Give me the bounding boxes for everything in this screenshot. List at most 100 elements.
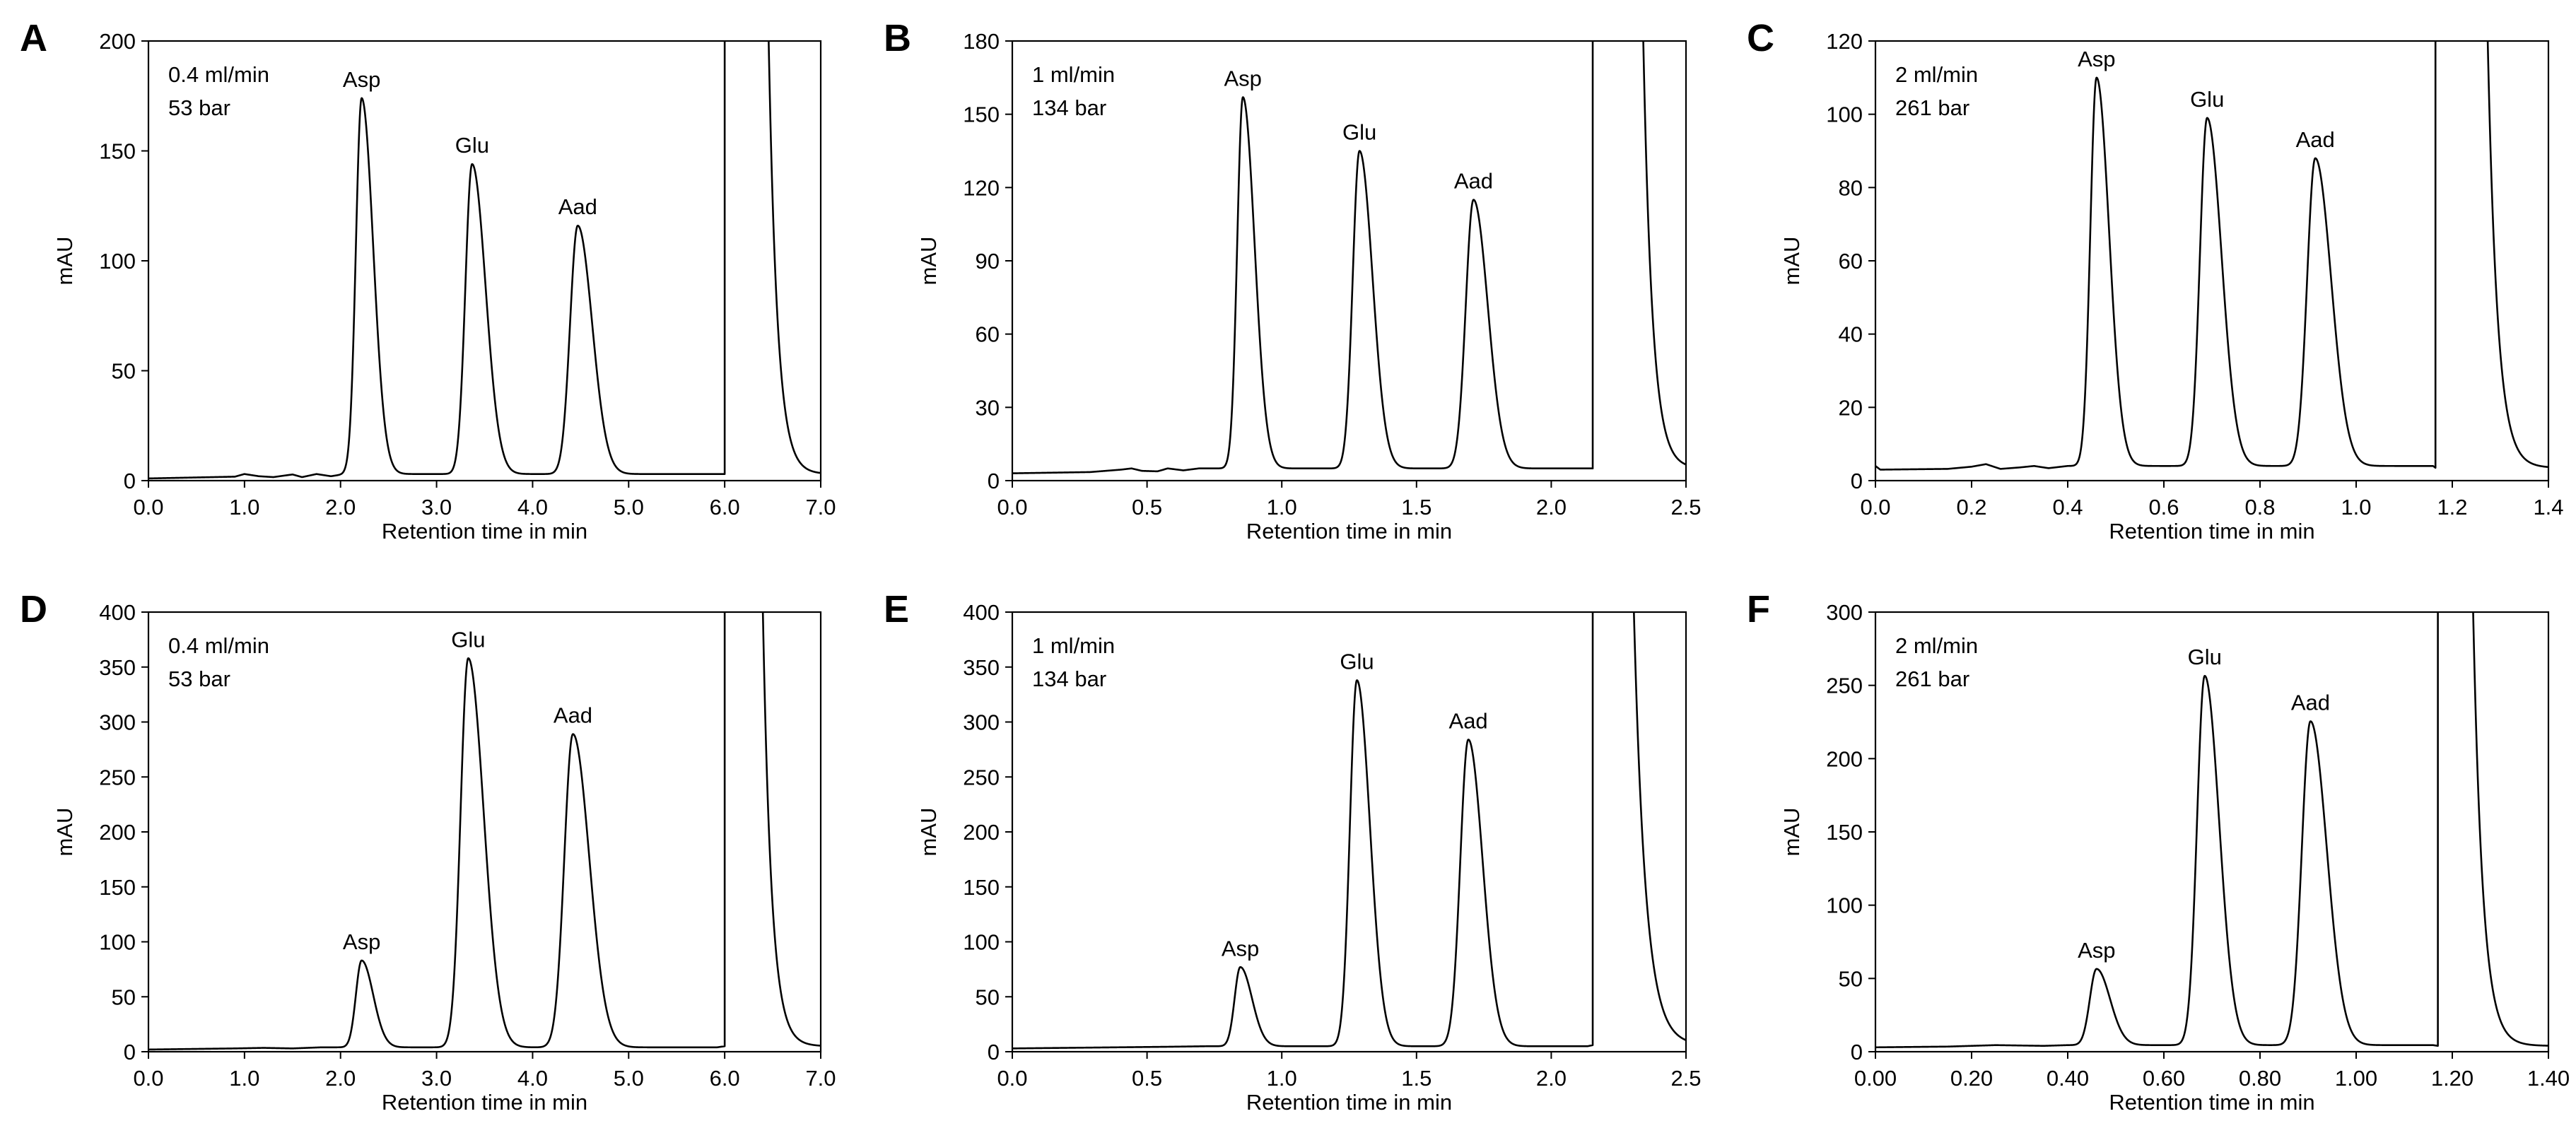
y-axis-title: mAU: [916, 808, 941, 857]
panel-letter: B: [884, 17, 911, 59]
x-tick-label: 0.0: [133, 495, 163, 519]
x-tick-label: 0.2: [1956, 495, 1986, 519]
peak-label-glu: Glu: [2190, 87, 2224, 112]
y-tick-label: 100: [99, 930, 136, 955]
chart-panel-b: B 0.0 0.5 1.0 1.5 2.0 2.5 0 30 60 90 120 150 180 Reten…: [884, 17, 1702, 544]
y-tick-label: 300: [1826, 600, 1863, 625]
y-tick-label: 120: [1826, 29, 1863, 54]
x-tick-label: 2.0: [1536, 1066, 1567, 1091]
flow-rate-label: 1 ml/min: [1032, 62, 1115, 87]
x-tick-label: 0.5: [1132, 495, 1162, 519]
x-tick-label: 0.00: [1854, 1066, 1897, 1091]
peak-label-aad: Aad: [2296, 127, 2335, 152]
panel-letter: E: [884, 588, 909, 630]
peak-label-glu: Glu: [1342, 120, 1376, 145]
x-tick-label: 1.2: [2437, 495, 2467, 519]
y-tick-label: 0: [1851, 1040, 1863, 1064]
y-tick-label: 100: [1826, 102, 1863, 127]
pressure-label: 134 bar: [1032, 95, 1106, 120]
x-tick-label: 0.5: [1132, 1066, 1162, 1091]
y-tick-label: 0: [988, 469, 1000, 493]
x-axis-title: Retention time in min: [382, 1090, 587, 1115]
y-tick-label: 80: [1839, 175, 1863, 200]
x-tick-label: 0.0: [997, 495, 1027, 519]
x-axis-title: Retention time in min: [1246, 1090, 1452, 1115]
peak-label-aad: Aad: [554, 703, 592, 728]
y-tick-label: 90: [976, 249, 1000, 274]
chart-panel-a: A 0.0 1.0 2.0 3.0 4.0 5.0 6.0 7.0 0 50 100 150 200 Ret…: [20, 17, 836, 544]
peak-label-asp: Asp: [343, 929, 380, 954]
y-tick-label: 180: [963, 29, 1000, 54]
chromatogram-trace: [148, 612, 821, 1051]
y-axis-title: mAU: [1779, 237, 1804, 286]
y-tick-label: 50: [976, 985, 1000, 1009]
x-tick-label: 2.5: [1670, 495, 1701, 519]
y-tick-label: 50: [112, 359, 136, 384]
y-tick-label: 350: [963, 655, 1000, 680]
y-tick-label: 30: [976, 395, 1000, 420]
chromatogram-trace: [1875, 41, 2548, 471]
peak-label-asp: Asp: [1222, 936, 1259, 961]
x-tick-label: 1.0: [1267, 1066, 1297, 1091]
chart-panel-f: F 0.00 0.20 0.40 0.60 0.80 1.00 1.20 1.40 0 50 100 1…: [1747, 588, 2570, 1115]
y-tick-label: 300: [963, 710, 1000, 735]
pressure-label: 53 bar: [168, 95, 230, 120]
x-tick-label: 0.6: [2148, 495, 2179, 519]
x-tick-label: 0.0: [133, 1066, 163, 1091]
flow-rate-label: 2 ml/min: [1895, 62, 1978, 87]
y-tick-label: 50: [112, 985, 136, 1009]
x-tick-label: 3.0: [421, 1066, 452, 1091]
y-axis-title: mAU: [52, 237, 77, 286]
x-tick-label: 0.80: [2239, 1066, 2281, 1091]
chromatogram-trace: [1875, 612, 2548, 1049]
x-tick-label: 1.00: [2335, 1066, 2377, 1091]
y-tick-label: 350: [99, 655, 136, 680]
x-tick-label: 5.0: [614, 495, 644, 519]
x-tick-label: 4.0: [517, 495, 548, 519]
x-tick-label: 1.0: [229, 1066, 259, 1091]
x-tick-label: 1.0: [2341, 495, 2371, 519]
y-tick-label: 400: [963, 600, 1000, 625]
chromatogram-trace: [148, 41, 821, 480]
peak-label-asp: Asp: [2078, 47, 2115, 71]
y-tick-label: 0: [988, 1040, 1000, 1064]
x-tick-label: 0.60: [2143, 1066, 2185, 1091]
x-tick-label: 1.5: [1401, 495, 1432, 519]
y-tick-label: 0: [124, 1040, 136, 1064]
peak-label-aad: Aad: [2291, 690, 2330, 715]
x-tick-label: 2.5: [1670, 1066, 1701, 1091]
y-tick-label: 150: [963, 102, 1000, 127]
y-tick-label: 250: [99, 765, 136, 789]
x-tick-label: 6.0: [710, 495, 740, 519]
peak-label-asp: Asp: [1224, 66, 1262, 90]
peak-label-aad: Aad: [558, 194, 597, 219]
x-axis-title: Retention time in min: [382, 519, 587, 544]
x-tick-label: 1.40: [2527, 1066, 2570, 1091]
chromatogram-trace: [1012, 612, 1686, 1050]
y-axis-title: mAU: [1779, 808, 1804, 857]
y-tick-label: 100: [1826, 893, 1863, 918]
y-tick-label: 150: [1826, 820, 1863, 845]
y-tick-label: 150: [963, 875, 1000, 900]
panel-letter: D: [20, 588, 47, 630]
y-tick-label: 60: [1839, 249, 1863, 274]
pressure-label: 53 bar: [168, 667, 230, 691]
x-tick-label: 5.0: [614, 1066, 644, 1091]
x-tick-label: 1.0: [229, 495, 259, 519]
y-tick-label: 40: [1839, 322, 1863, 347]
y-tick-label: 60: [976, 322, 1000, 347]
x-tick-label: 1.20: [2431, 1066, 2473, 1091]
peak-label-glu: Glu: [455, 133, 489, 158]
y-tick-label: 200: [1826, 746, 1863, 771]
x-tick-label: 0.40: [2047, 1066, 2089, 1091]
x-tick-label: 4.0: [517, 1066, 548, 1091]
x-tick-label: 7.0: [805, 495, 836, 519]
panel-letter: C: [1747, 17, 1774, 59]
peak-label-glu: Glu: [451, 627, 485, 652]
y-axis-title: mAU: [916, 237, 941, 286]
peak-label-aad: Aad: [1449, 708, 1488, 733]
x-tick-label: 1.5: [1401, 1066, 1432, 1091]
x-tick-label: 1.4: [2533, 495, 2563, 519]
x-tick-label: 6.0: [710, 1066, 740, 1091]
peak-label-aad: Aad: [1454, 169, 1493, 194]
